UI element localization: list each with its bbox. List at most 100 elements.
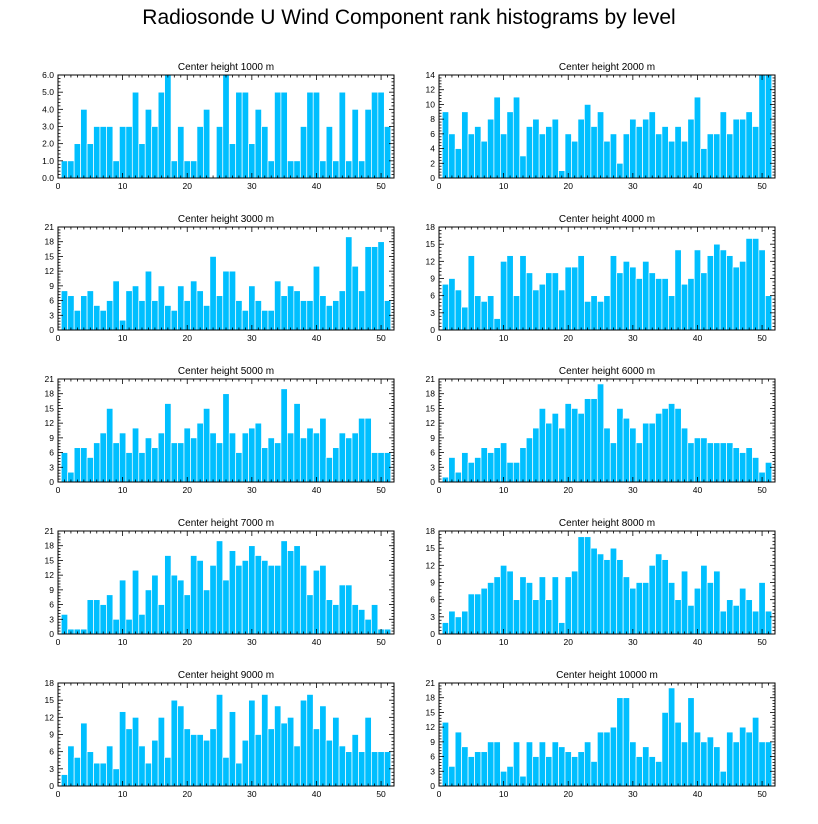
panel-7-bar (312, 569, 321, 635)
panel-4-bar (706, 255, 714, 331)
panel-7-bar (293, 545, 301, 635)
panel-10-x-tick-label: 50 (757, 789, 767, 799)
panel-10-bar (622, 697, 630, 787)
panel-6-x-tick-label: 30 (628, 485, 638, 495)
panel-8-x-tick-label: 30 (628, 637, 638, 647)
panel-1-bar (93, 126, 101, 179)
panel-6-bar (448, 457, 456, 483)
panel-5-bar (106, 408, 114, 483)
panel-1-bar (228, 143, 237, 179)
panel-2-bar (622, 133, 630, 179)
panel-7-bar (241, 560, 249, 635)
panel-6-y-tick-label: 12 (426, 418, 436, 428)
panel-2-bar (461, 111, 469, 179)
panel-4-y-tick-label: 0 (430, 325, 435, 335)
panel-2-y-tick-label: 8 (430, 114, 435, 124)
panel-7-x-tick-label: 30 (247, 637, 257, 647)
panel-3-bar (106, 300, 114, 331)
panel-5-bar (332, 447, 340, 483)
panel-10-bar (590, 761, 598, 787)
panel-1-bar (106, 126, 114, 179)
panel-5-bar (228, 432, 237, 483)
panel-3-x-tick-label: 10 (118, 333, 128, 343)
panel-10-bar (532, 756, 540, 787)
panel-8-bar (764, 610, 773, 635)
panel-10-bar (506, 766, 514, 787)
panel-3-bar (144, 270, 153, 331)
panel-2-x-tick-label: 20 (563, 181, 573, 191)
panel-4-bar (674, 249, 682, 331)
panel-8-bar (512, 599, 521, 635)
panel-9-y-tick-label: 15 (45, 695, 55, 705)
panel-3-bar (112, 280, 120, 331)
panel-8-bar (758, 582, 766, 635)
panel-10-bar (564, 751, 572, 787)
panel-2-bar (739, 118, 747, 179)
panel-3-x-tick-label: 0 (56, 333, 61, 343)
panel-7-bar (345, 584, 353, 635)
panel-2-bar (752, 126, 760, 179)
panel-1-bar (383, 126, 392, 179)
panel-2-y-tick-label: 10 (426, 99, 436, 109)
panel-7-x-tick-label: 50 (376, 637, 386, 647)
panel-9-bar (241, 739, 249, 787)
panel-10-bar (461, 746, 469, 787)
panel-10-bar (467, 756, 475, 787)
panel-7-bar (99, 604, 107, 635)
panel-8-bar (474, 593, 482, 635)
panel-4-bar (577, 255, 585, 331)
panel-1-bar (235, 91, 243, 179)
panel-7-x-tick-label: 10 (118, 637, 128, 647)
panel-8-y-tick-label: 15 (426, 543, 436, 553)
panel-6-y-tick-label: 3 (430, 462, 435, 472)
panel-8-bar (500, 564, 508, 635)
panel-8-bar (519, 576, 527, 635)
panel-10-x-tick-label: 30 (628, 789, 638, 799)
panel-4-bar (616, 272, 624, 331)
panel-7-bar (299, 564, 308, 635)
panel-2-bar (732, 118, 740, 179)
panel-7-y-tick-label: 3 (49, 614, 54, 624)
panel-4-bar (538, 283, 546, 331)
panel-5-bar (131, 427, 140, 483)
panel-10-bar (603, 731, 611, 787)
panel-5-x-tick-label: 20 (182, 485, 192, 495)
panel-8-bar (551, 576, 559, 635)
panel-5-bar (345, 437, 353, 483)
panel-7-y-tick-label: 9 (49, 585, 54, 595)
panel-1-x-tick-label: 10 (118, 181, 128, 191)
panel-10-bar (454, 731, 462, 787)
panel-8-y-tick-label: 3 (430, 612, 435, 622)
panel-6-x-tick-label: 50 (757, 485, 767, 495)
panel-9-y-tick-label: 3 (49, 764, 54, 774)
panel-7-bar (287, 550, 295, 635)
panel-2-bar (635, 126, 643, 179)
panel-5-bar (254, 422, 262, 483)
panel-1-bar (177, 126, 185, 179)
panel-10-bar (448, 766, 456, 787)
panel-2-bar (474, 126, 482, 179)
panel-7-bar (254, 555, 262, 635)
panel-10-bar (629, 741, 637, 787)
panel-2-bar (764, 74, 773, 179)
panel-6-bar (596, 383, 605, 483)
panel-6-bar (622, 417, 630, 483)
panel-4-bar (480, 301, 488, 331)
panel-3-bar (125, 290, 133, 331)
panel-10-bar (584, 741, 592, 787)
panel-3-bar (99, 310, 107, 331)
panel-6-bar (764, 462, 773, 483)
panel-3-bar (203, 305, 211, 331)
panel-3-x-tick-label: 30 (247, 333, 257, 343)
panel-5-bar (112, 442, 120, 483)
panel-1-bar (125, 126, 133, 179)
panel-1-bar (287, 160, 295, 179)
panel-1-y-tick-label: 4.0 (42, 104, 54, 114)
panel-6-y-tick-label: 15 (426, 403, 436, 413)
panel-10-bar (480, 751, 488, 787)
panel-8-bar (629, 587, 637, 635)
panel-3-bar (235, 300, 243, 331)
panel-6-y-tick-label: 21 (426, 374, 436, 384)
panel-3-bar (196, 290, 204, 331)
panel-1-y-tick-label: 3.0 (42, 122, 54, 132)
